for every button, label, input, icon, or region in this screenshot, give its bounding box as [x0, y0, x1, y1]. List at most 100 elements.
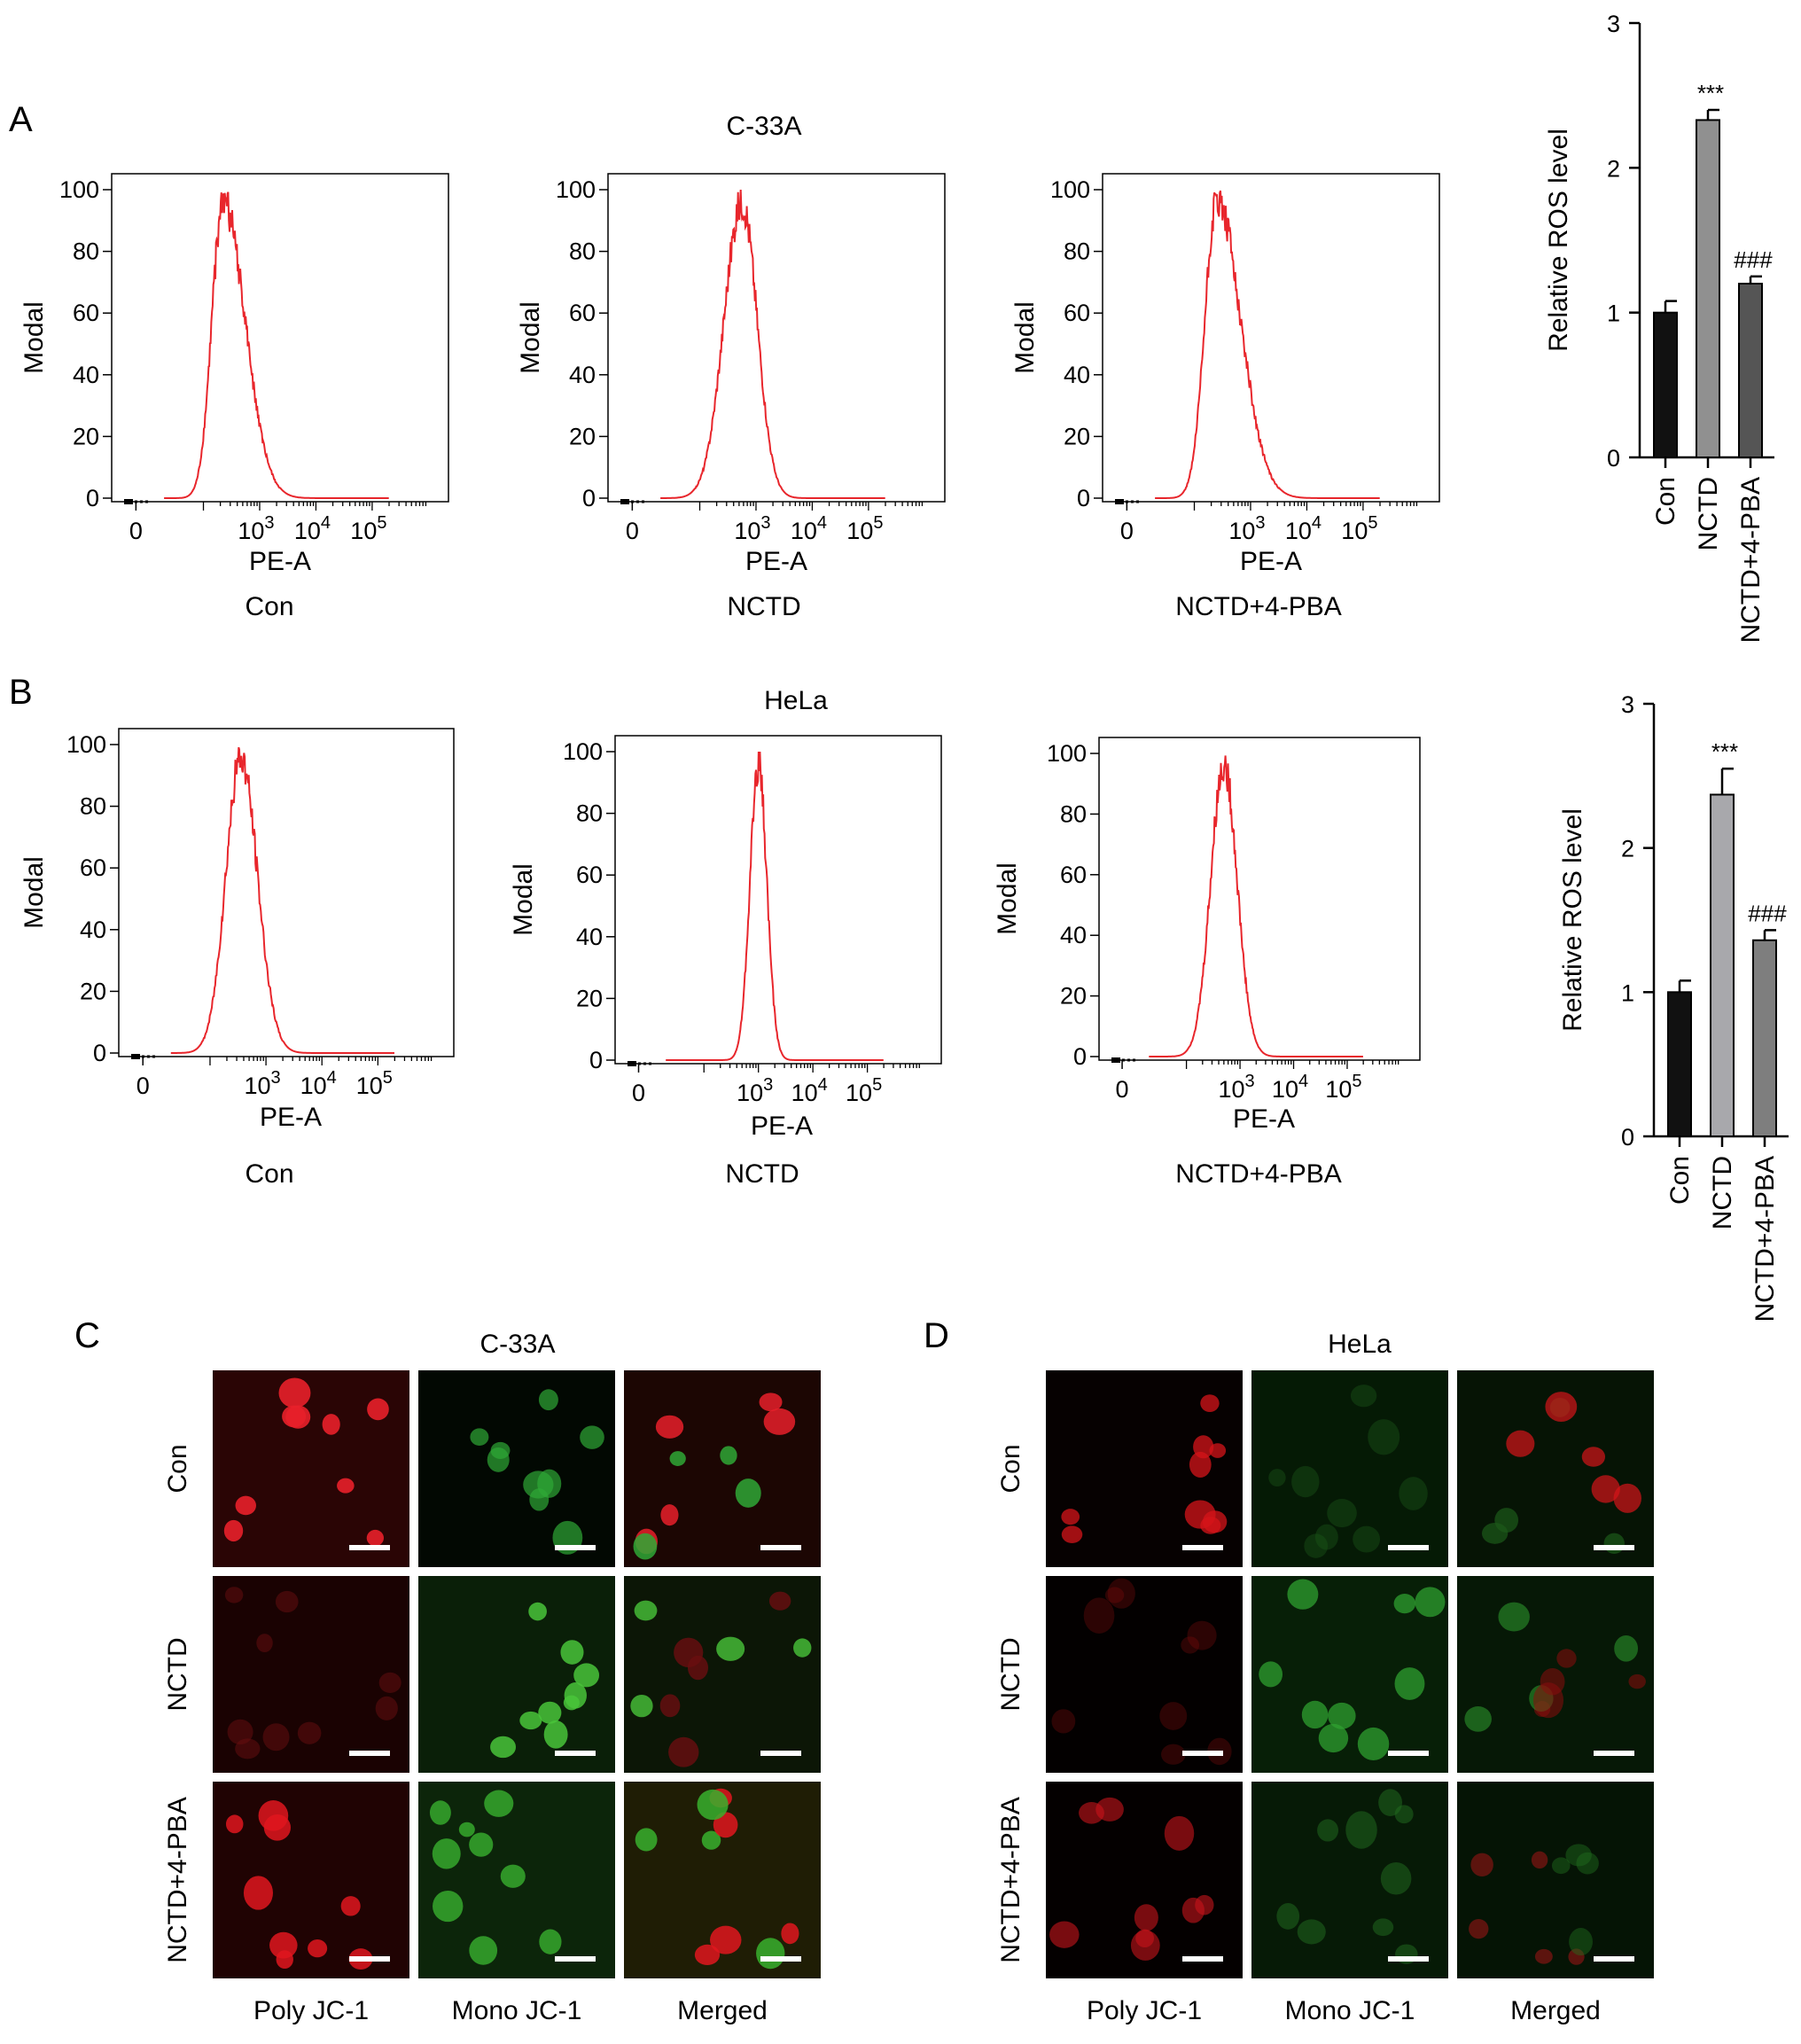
histogram-caption: NCTD	[725, 1159, 799, 1189]
y-tick-label: 20	[576, 985, 603, 1011]
micrograph-tile	[1251, 1782, 1448, 1978]
column-label: Merged	[1510, 1996, 1601, 2025]
y-tick-label: 100	[1050, 176, 1090, 203]
cell	[429, 1800, 451, 1825]
histogram-x-ticks: 0 103 104 105	[1111, 1057, 1399, 1103]
micrograph-tile	[1046, 1576, 1243, 1773]
x-tick-label: 103	[734, 513, 770, 544]
cell	[366, 1529, 385, 1547]
row-label: NCTD+4-PBA	[996, 1797, 1025, 1963]
x-tick-label: 103	[245, 1068, 281, 1099]
histogram-y-ticks: 0 20 40 60 80 100	[66, 731, 119, 1066]
bar	[1696, 119, 1720, 459]
histogram-y-ticks: 0 20 40 60 80 100	[563, 738, 615, 1073]
bar-chart-b: 0 1 2 3 Relative ROS level Con *** NCTD ### NCTD+…	[1558, 691, 1789, 1322]
bar	[1738, 283, 1763, 458]
y-tick-label: 60	[73, 300, 99, 326]
scale-bar	[349, 1545, 390, 1550]
y-tick-label: 3	[1621, 691, 1634, 718]
y-tick-label: 0	[1073, 1043, 1087, 1070]
cell	[1394, 1667, 1425, 1700]
cell	[763, 1408, 796, 1435]
micrograph-tile	[1046, 1782, 1243, 1978]
panel-b-cell-line: HeLa	[764, 686, 828, 715]
cell	[713, 1812, 738, 1838]
scale-bar	[760, 1956, 801, 1962]
cell	[1327, 1498, 1357, 1528]
x-tick-label: 104	[1285, 513, 1322, 544]
y-tick-label: 60	[80, 854, 106, 881]
y-tick-label: 1	[1621, 979, 1634, 1006]
y-tick-label: 80	[576, 800, 603, 827]
x-tick-label: 0	[129, 518, 143, 544]
y-tick-label: 100	[59, 176, 99, 203]
cell	[1268, 1469, 1286, 1487]
cell	[697, 1789, 729, 1821]
histogram-b-nctd-4pba: Modal PE-A NCTD+4-PBA 0 20 40 60 80 100 0 103 1…	[993, 737, 1421, 1189]
cell	[1287, 1579, 1319, 1610]
y-tick-label: 20	[1064, 423, 1090, 449]
cell	[716, 1636, 745, 1661]
scale-bar	[1182, 1956, 1223, 1962]
histogram-x-ticks: 0 103 104 105	[131, 1054, 433, 1099]
y-tick-label: 80	[1060, 800, 1087, 827]
x-tick-label: 103	[238, 513, 274, 544]
x-tick-label: 105	[1325, 1072, 1361, 1103]
y-tick-label: 100	[1047, 740, 1087, 767]
row-label: NCTD+4-PBA	[163, 1797, 192, 1963]
cell	[308, 1939, 328, 1958]
micrograph-tile	[624, 1782, 821, 1978]
cell	[538, 1389, 558, 1411]
cell	[1134, 1904, 1158, 1931]
cell	[1318, 1723, 1349, 1753]
histogram-frame	[1098, 737, 1421, 1061]
cell	[1551, 1857, 1571, 1875]
cell	[660, 1504, 679, 1526]
cell	[1083, 1597, 1115, 1634]
micrograph-background	[1046, 1576, 1243, 1773]
histogram-frame	[614, 735, 942, 1065]
cell	[433, 1890, 464, 1923]
panel-a: A C-33A Modal PE-A Con 0 20 40 60 80 100 0 103…	[9, 100, 1440, 621]
histogram-caption: NCTD+4-PBA	[1175, 592, 1342, 621]
column-label: Poly JC-1	[253, 1996, 369, 2025]
scale-bar	[1182, 1545, 1223, 1550]
y-tick-label: 2	[1621, 836, 1634, 862]
row-label: Con	[996, 1444, 1025, 1493]
micrograph-tile	[213, 1576, 409, 1773]
x-tick-label: 103	[1228, 513, 1265, 544]
cell	[1259, 1661, 1283, 1688]
scale-bar	[349, 1751, 390, 1756]
scale-bar	[1594, 1545, 1634, 1550]
cell	[1494, 1508, 1519, 1533]
significance-label: ###	[1748, 900, 1787, 926]
scale-bar	[349, 1956, 390, 1962]
histogram-xlabel: PE-A	[751, 1112, 813, 1141]
panel-d-letter: D	[924, 1316, 949, 1355]
histogram-curve	[170, 746, 394, 1054]
cell	[367, 1398, 389, 1421]
cell	[1304, 1533, 1329, 1558]
cell	[543, 1720, 568, 1749]
histogram-curve	[164, 191, 389, 499]
histogram-caption: NCTD	[727, 592, 800, 621]
cell	[1576, 1852, 1599, 1875]
micrograph-background	[1251, 1782, 1448, 1978]
cell	[519, 1711, 542, 1730]
scale-bar	[555, 1956, 596, 1962]
cell	[500, 1864, 526, 1888]
histogram-x-ticks: 0 103 104 105	[628, 1061, 920, 1106]
y-tick-label: 60	[1060, 862, 1087, 888]
panel-c-letter: C	[74, 1316, 100, 1355]
cell	[1568, 1948, 1585, 1965]
cell	[635, 1828, 658, 1852]
cell	[1393, 1593, 1416, 1614]
histogram-curve	[666, 751, 884, 1061]
y-tick-label: 0	[86, 485, 99, 511]
cell	[1161, 1744, 1186, 1765]
cell	[1049, 1921, 1080, 1948]
y-tick-label: 0	[589, 1047, 603, 1073]
cell	[1415, 1587, 1446, 1618]
histogram-caption: NCTD+4-PBA	[1175, 1159, 1342, 1189]
significance-label: ###	[1734, 246, 1773, 273]
